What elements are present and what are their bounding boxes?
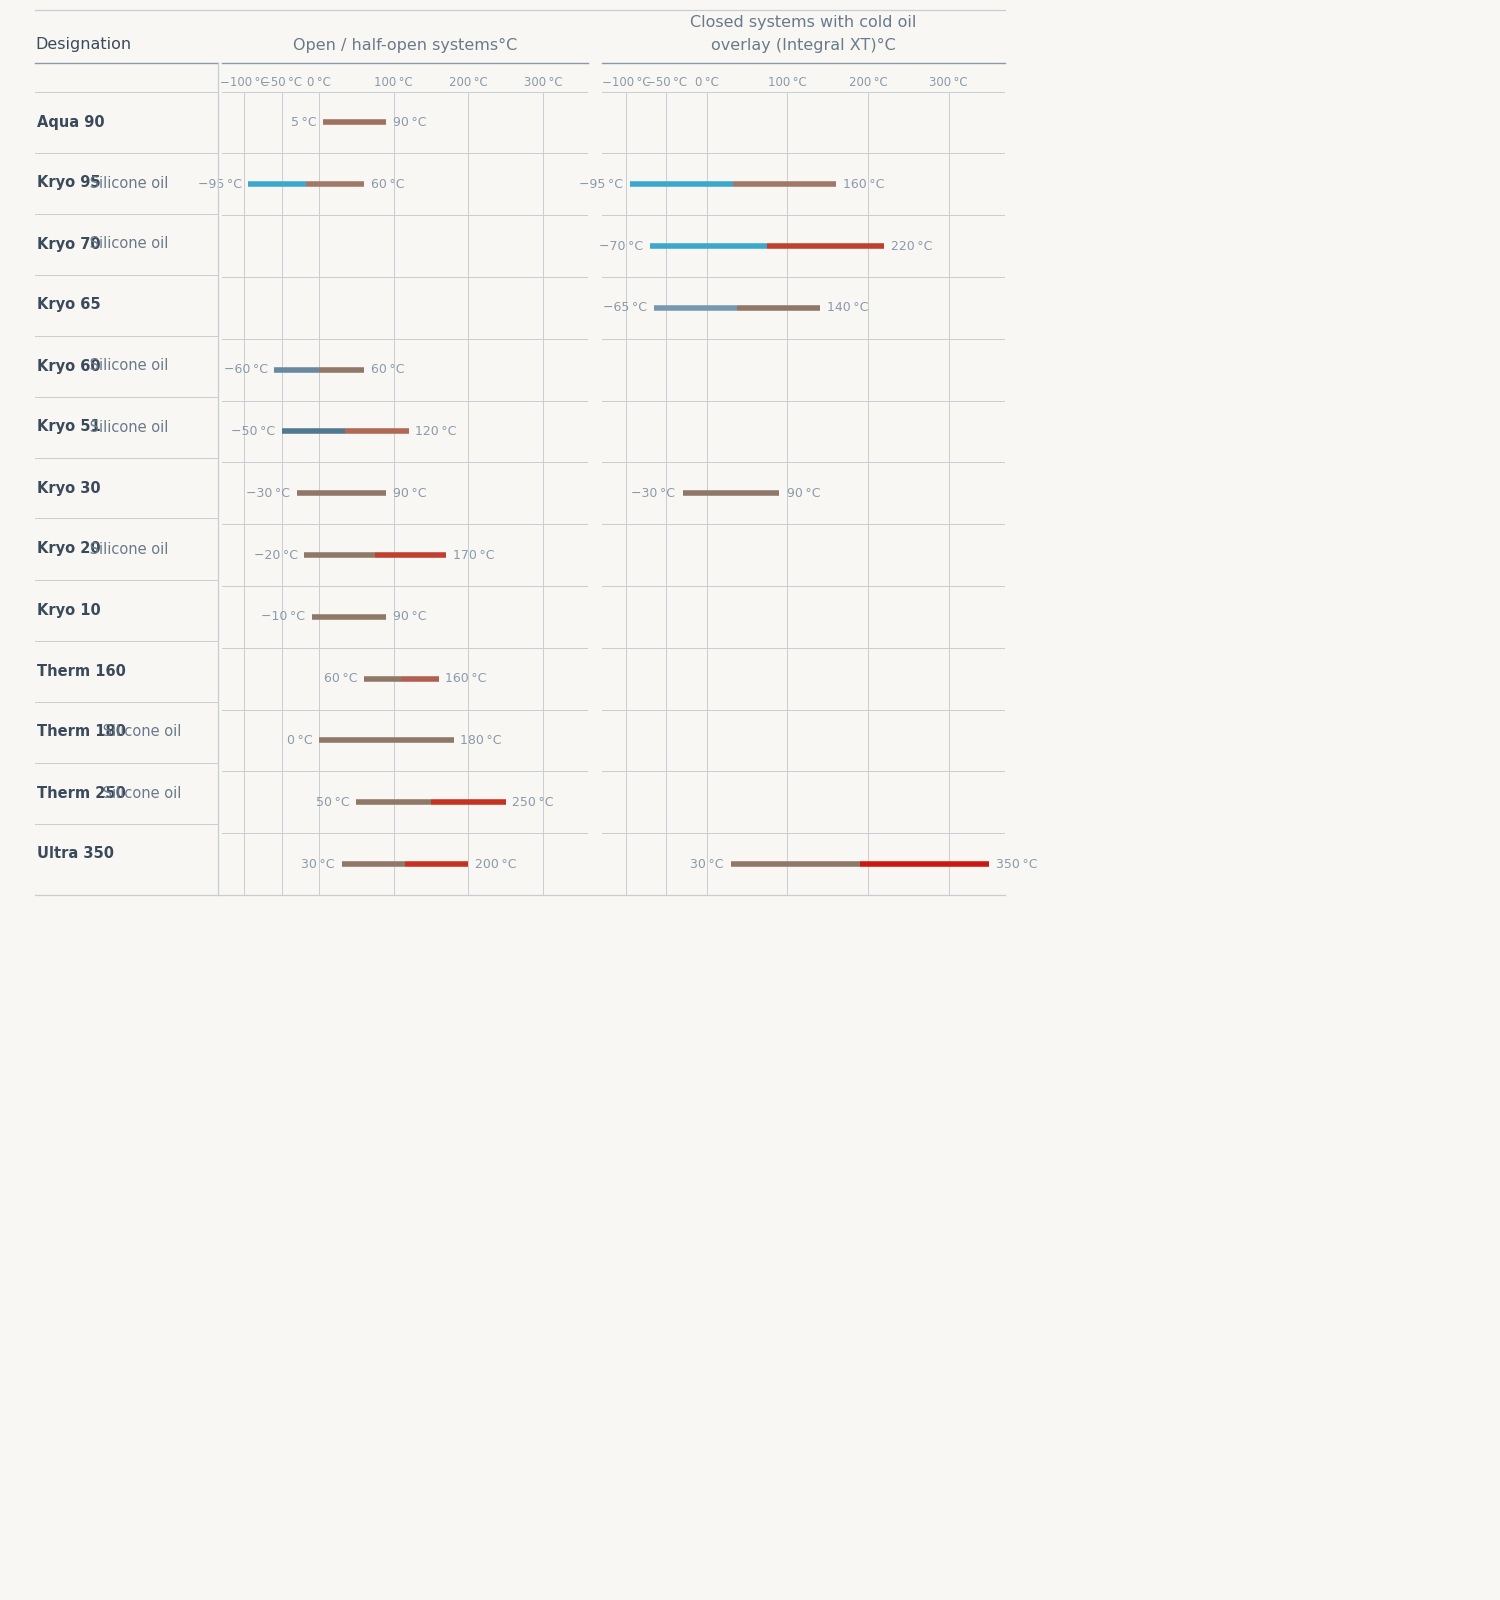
Text: 180 °C: 180 °C [460, 734, 501, 747]
Text: −50 °C: −50 °C [231, 426, 274, 438]
Text: 160 °C: 160 °C [843, 178, 885, 190]
Text: 220 °C: 220 °C [891, 240, 933, 253]
Text: 90 °C: 90 °C [393, 486, 426, 499]
Text: 140 °C: 140 °C [827, 301, 868, 314]
Text: Kryo 65: Kryo 65 [38, 298, 100, 312]
Text: Silicone oil: Silicone oil [84, 358, 168, 373]
Text: −30 °C: −30 °C [246, 486, 290, 499]
Text: 30 °C: 30 °C [690, 858, 723, 870]
Text: Therm 180: Therm 180 [38, 725, 126, 739]
Text: 0 °C: 0 °C [286, 734, 312, 747]
Text: 60 °C: 60 °C [370, 178, 404, 190]
Text: 90 °C: 90 °C [786, 486, 820, 499]
Text: −95 °C: −95 °C [579, 178, 622, 190]
Text: Kryo 95: Kryo 95 [38, 176, 100, 190]
Text: −65 °C: −65 °C [603, 301, 646, 314]
Text: Silicone oil: Silicone oil [84, 541, 168, 557]
Text: Therm 160: Therm 160 [38, 664, 126, 678]
Text: Open / half-open systems°C: Open / half-open systems°C [292, 37, 518, 53]
Text: Silicone oil: Silicone oil [84, 419, 168, 435]
Text: −30 °C: −30 °C [632, 486, 675, 499]
Text: Kryo 20: Kryo 20 [38, 541, 100, 557]
Text: Kryo 51: Kryo 51 [38, 419, 100, 435]
Text: −95 °C: −95 °C [198, 178, 242, 190]
Text: −60 °C: −60 °C [224, 363, 267, 376]
Text: Kryo 70: Kryo 70 [38, 237, 100, 251]
Text: 30 °C: 30 °C [302, 858, 334, 870]
Text: Silicone oil: Silicone oil [98, 786, 182, 800]
Text: Therm 250: Therm 250 [38, 786, 126, 800]
Text: Kryo 10: Kryo 10 [38, 603, 100, 618]
Text: Silicone oil: Silicone oil [84, 176, 168, 190]
Text: 200 °C: 200 °C [476, 858, 516, 870]
Text: 160 °C: 160 °C [446, 672, 486, 685]
Text: 170 °C: 170 °C [453, 549, 494, 562]
Text: Designation: Designation [34, 37, 130, 53]
Text: overlay (Integral XT)°C: overlay (Integral XT)°C [711, 37, 896, 53]
Text: −10 °C: −10 °C [261, 610, 305, 624]
Text: Closed systems with cold oil: Closed systems with cold oil [690, 14, 916, 29]
Text: Ultra 350: Ultra 350 [38, 846, 114, 861]
Text: 60 °C: 60 °C [324, 672, 357, 685]
Text: −20 °C: −20 °C [254, 549, 297, 562]
Text: 120 °C: 120 °C [416, 426, 456, 438]
Text: 350 °C: 350 °C [996, 858, 1038, 870]
Text: Kryo 60: Kryo 60 [38, 358, 100, 373]
Text: Aqua 90: Aqua 90 [38, 115, 105, 130]
Text: 5 °C: 5 °C [291, 115, 316, 130]
Text: 90 °C: 90 °C [393, 610, 426, 624]
Text: 50 °C: 50 °C [316, 795, 350, 808]
Text: Silicone oil: Silicone oil [84, 237, 168, 251]
Text: 60 °C: 60 °C [370, 363, 404, 376]
Text: Kryo 30: Kryo 30 [38, 480, 100, 496]
Text: 250 °C: 250 °C [513, 795, 554, 808]
Text: 90 °C: 90 °C [393, 115, 426, 130]
Text: Silicone oil: Silicone oil [98, 725, 182, 739]
Text: −70 °C: −70 °C [598, 240, 644, 253]
